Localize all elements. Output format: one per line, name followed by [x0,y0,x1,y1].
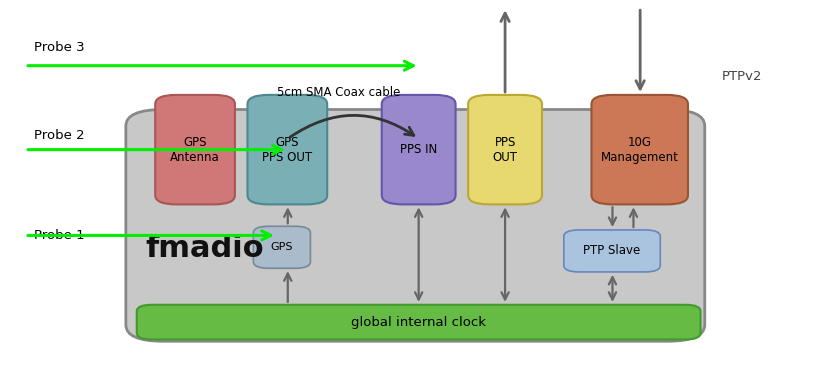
Text: Probe 3: Probe 3 [34,41,84,54]
Text: PPS IN: PPS IN [400,143,437,156]
Text: PTP Slave: PTP Slave [583,245,641,257]
Text: GPS: GPS [271,242,293,252]
FancyBboxPatch shape [248,95,327,204]
FancyBboxPatch shape [591,95,688,204]
Text: Probe 2: Probe 2 [34,128,84,142]
Text: PPS
OUT: PPS OUT [492,136,518,164]
Text: GPS
PPS OUT: GPS PPS OUT [263,136,312,164]
FancyBboxPatch shape [155,95,235,204]
Text: PTPv2: PTPv2 [722,70,762,83]
FancyBboxPatch shape [468,95,542,204]
Text: fmadio: fmadio [145,234,263,263]
Text: 5cm SMA Coax cable: 5cm SMA Coax cable [277,85,400,99]
Text: global internal clock: global internal clock [352,316,486,329]
Text: 10G
Management: 10G Management [601,136,679,164]
FancyBboxPatch shape [564,230,660,272]
FancyBboxPatch shape [137,305,701,339]
FancyBboxPatch shape [382,95,456,204]
Text: GPS
Antenna: GPS Antenna [170,136,220,164]
FancyBboxPatch shape [126,110,705,341]
FancyBboxPatch shape [253,226,310,268]
Text: Probe 1: Probe 1 [34,229,84,242]
